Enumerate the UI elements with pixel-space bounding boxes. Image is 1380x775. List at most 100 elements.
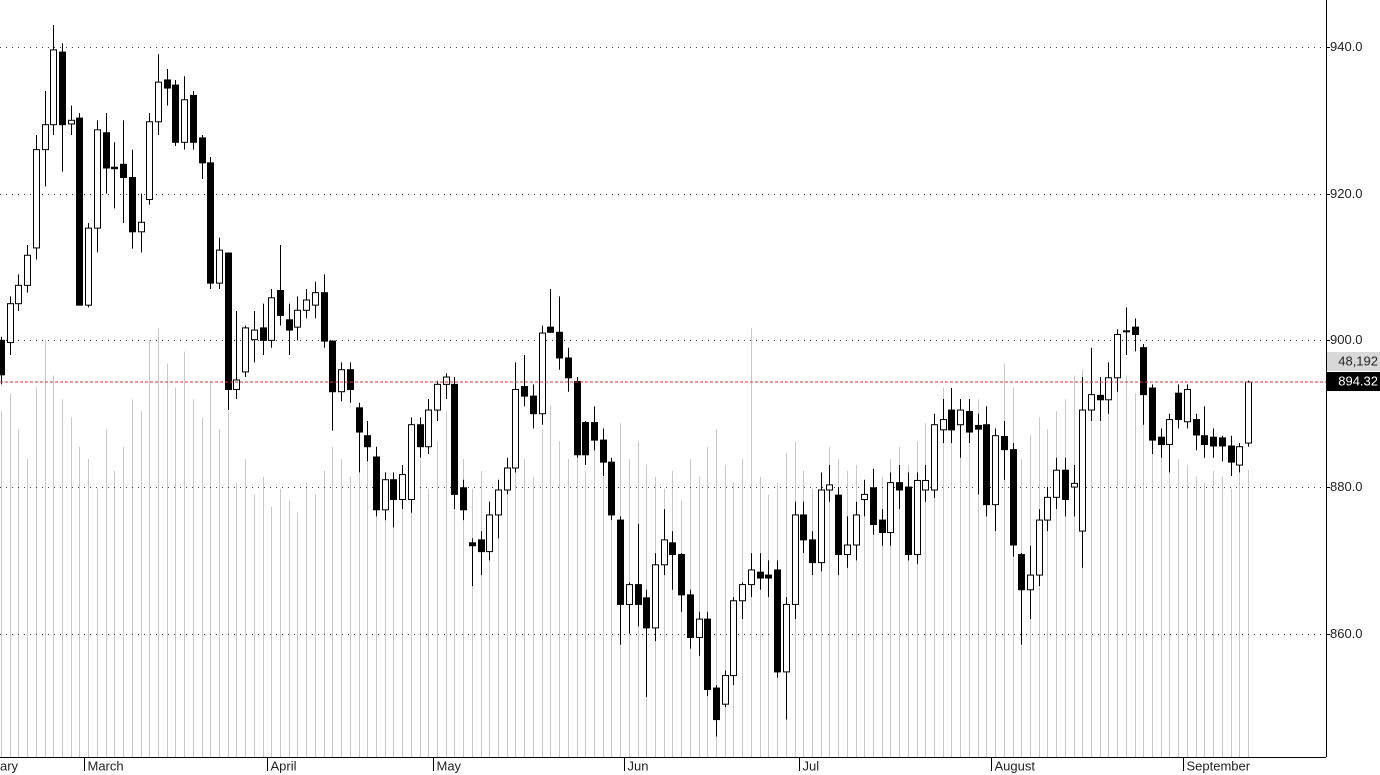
candle-body bbox=[678, 554, 685, 596]
y-tick-label: 900.0 bbox=[1330, 332, 1363, 347]
candle-body bbox=[948, 409, 955, 431]
candle-body bbox=[696, 618, 703, 638]
candle-body bbox=[356, 407, 363, 433]
candle-body bbox=[329, 340, 336, 393]
x-tick-label: August bbox=[995, 758, 1036, 773]
candle-body bbox=[120, 163, 127, 179]
candle-body bbox=[7, 303, 14, 344]
candle-body bbox=[539, 332, 546, 415]
candle-body bbox=[748, 569, 755, 586]
candle-body bbox=[975, 424, 982, 430]
candle-body bbox=[765, 574, 772, 579]
candle-body bbox=[146, 121, 153, 201]
candle-body bbox=[451, 383, 458, 495]
y-tick-label: 860.0 bbox=[1330, 626, 1363, 641]
candle-body bbox=[85, 227, 92, 306]
last-price-box bbox=[1327, 372, 1380, 392]
candle-body bbox=[818, 489, 825, 564]
candle-body bbox=[1097, 394, 1104, 401]
candle-body bbox=[1245, 381, 1252, 444]
candle-body bbox=[870, 487, 877, 525]
candle-body bbox=[303, 299, 310, 311]
candle-body bbox=[530, 395, 537, 415]
candle-body bbox=[608, 461, 615, 516]
candle-body bbox=[722, 675, 729, 705]
candle-body bbox=[321, 292, 328, 342]
candle-body bbox=[469, 542, 476, 547]
candle-body bbox=[251, 329, 258, 341]
candle-body bbox=[957, 409, 964, 426]
candle-body bbox=[582, 422, 589, 456]
candle-body bbox=[1027, 574, 1034, 591]
y-tick-label: 880.0 bbox=[1330, 479, 1363, 494]
candle-body bbox=[443, 376, 450, 385]
candle-body bbox=[1018, 554, 1025, 591]
candle-body bbox=[1228, 445, 1235, 463]
candle-body bbox=[730, 600, 737, 677]
candle-body bbox=[774, 569, 781, 673]
candle-body bbox=[155, 81, 162, 123]
candle-body bbox=[1105, 377, 1112, 401]
candle-body bbox=[408, 424, 415, 501]
candle-body bbox=[1158, 436, 1165, 446]
candle-body bbox=[312, 292, 319, 306]
candle-body bbox=[1132, 326, 1139, 335]
candle-body bbox=[896, 482, 903, 491]
candle-body bbox=[1201, 435, 1208, 446]
candle-body bbox=[286, 319, 293, 331]
last-volume-box bbox=[1327, 352, 1380, 372]
candle-body bbox=[591, 422, 598, 441]
candle-body bbox=[879, 519, 886, 534]
candle-body bbox=[931, 424, 938, 491]
candle-body bbox=[914, 479, 921, 556]
candle-body bbox=[1010, 449, 1017, 546]
candle-body bbox=[626, 584, 633, 605]
candle-body bbox=[547, 326, 554, 333]
candle-body bbox=[1114, 333, 1121, 379]
candle-body bbox=[739, 584, 746, 602]
candle-body bbox=[1071, 482, 1078, 488]
candle-body bbox=[1166, 419, 1173, 446]
candle-body bbox=[1219, 437, 1226, 447]
candle-body bbox=[1123, 330, 1130, 333]
candle-body bbox=[417, 424, 424, 448]
x-tick-label: March bbox=[88, 758, 124, 773]
y-tick-label: 920.0 bbox=[1330, 186, 1363, 201]
candle-body bbox=[164, 79, 171, 89]
candle-body bbox=[1079, 409, 1086, 532]
candle-body bbox=[565, 357, 572, 379]
last-volume-label: 48,192 bbox=[1338, 353, 1378, 368]
candle-body bbox=[382, 479, 389, 511]
candle-body bbox=[495, 489, 502, 516]
candle-body bbox=[486, 514, 493, 553]
candle-body bbox=[94, 129, 101, 229]
candle-body bbox=[1210, 436, 1217, 447]
candle-body bbox=[294, 309, 301, 328]
candle-body bbox=[76, 117, 83, 306]
candle-body bbox=[757, 571, 764, 579]
candle-body bbox=[853, 514, 860, 546]
candle-body bbox=[504, 467, 511, 491]
candle-body bbox=[1001, 435, 1008, 451]
candle-body bbox=[1193, 419, 1200, 436]
candle-body bbox=[669, 542, 676, 556]
candle-body bbox=[687, 594, 694, 638]
candle-body bbox=[15, 284, 22, 305]
candle-body bbox=[434, 383, 441, 411]
candle-body bbox=[364, 435, 371, 448]
x-tick-label: Jun bbox=[628, 758, 649, 773]
candle-body bbox=[181, 99, 188, 143]
candle-body bbox=[172, 84, 179, 143]
candle-body bbox=[635, 584, 642, 605]
candle-body bbox=[33, 149, 40, 249]
candle-body bbox=[800, 514, 807, 541]
candle-body bbox=[1088, 394, 1095, 411]
candle-body bbox=[59, 51, 66, 126]
candle-layer bbox=[0, 24, 1326, 737]
candle-body bbox=[190, 94, 197, 143]
candle-body bbox=[268, 297, 275, 341]
candle-body bbox=[792, 514, 799, 605]
candle-body bbox=[0, 339, 5, 376]
candle-body bbox=[966, 411, 973, 433]
